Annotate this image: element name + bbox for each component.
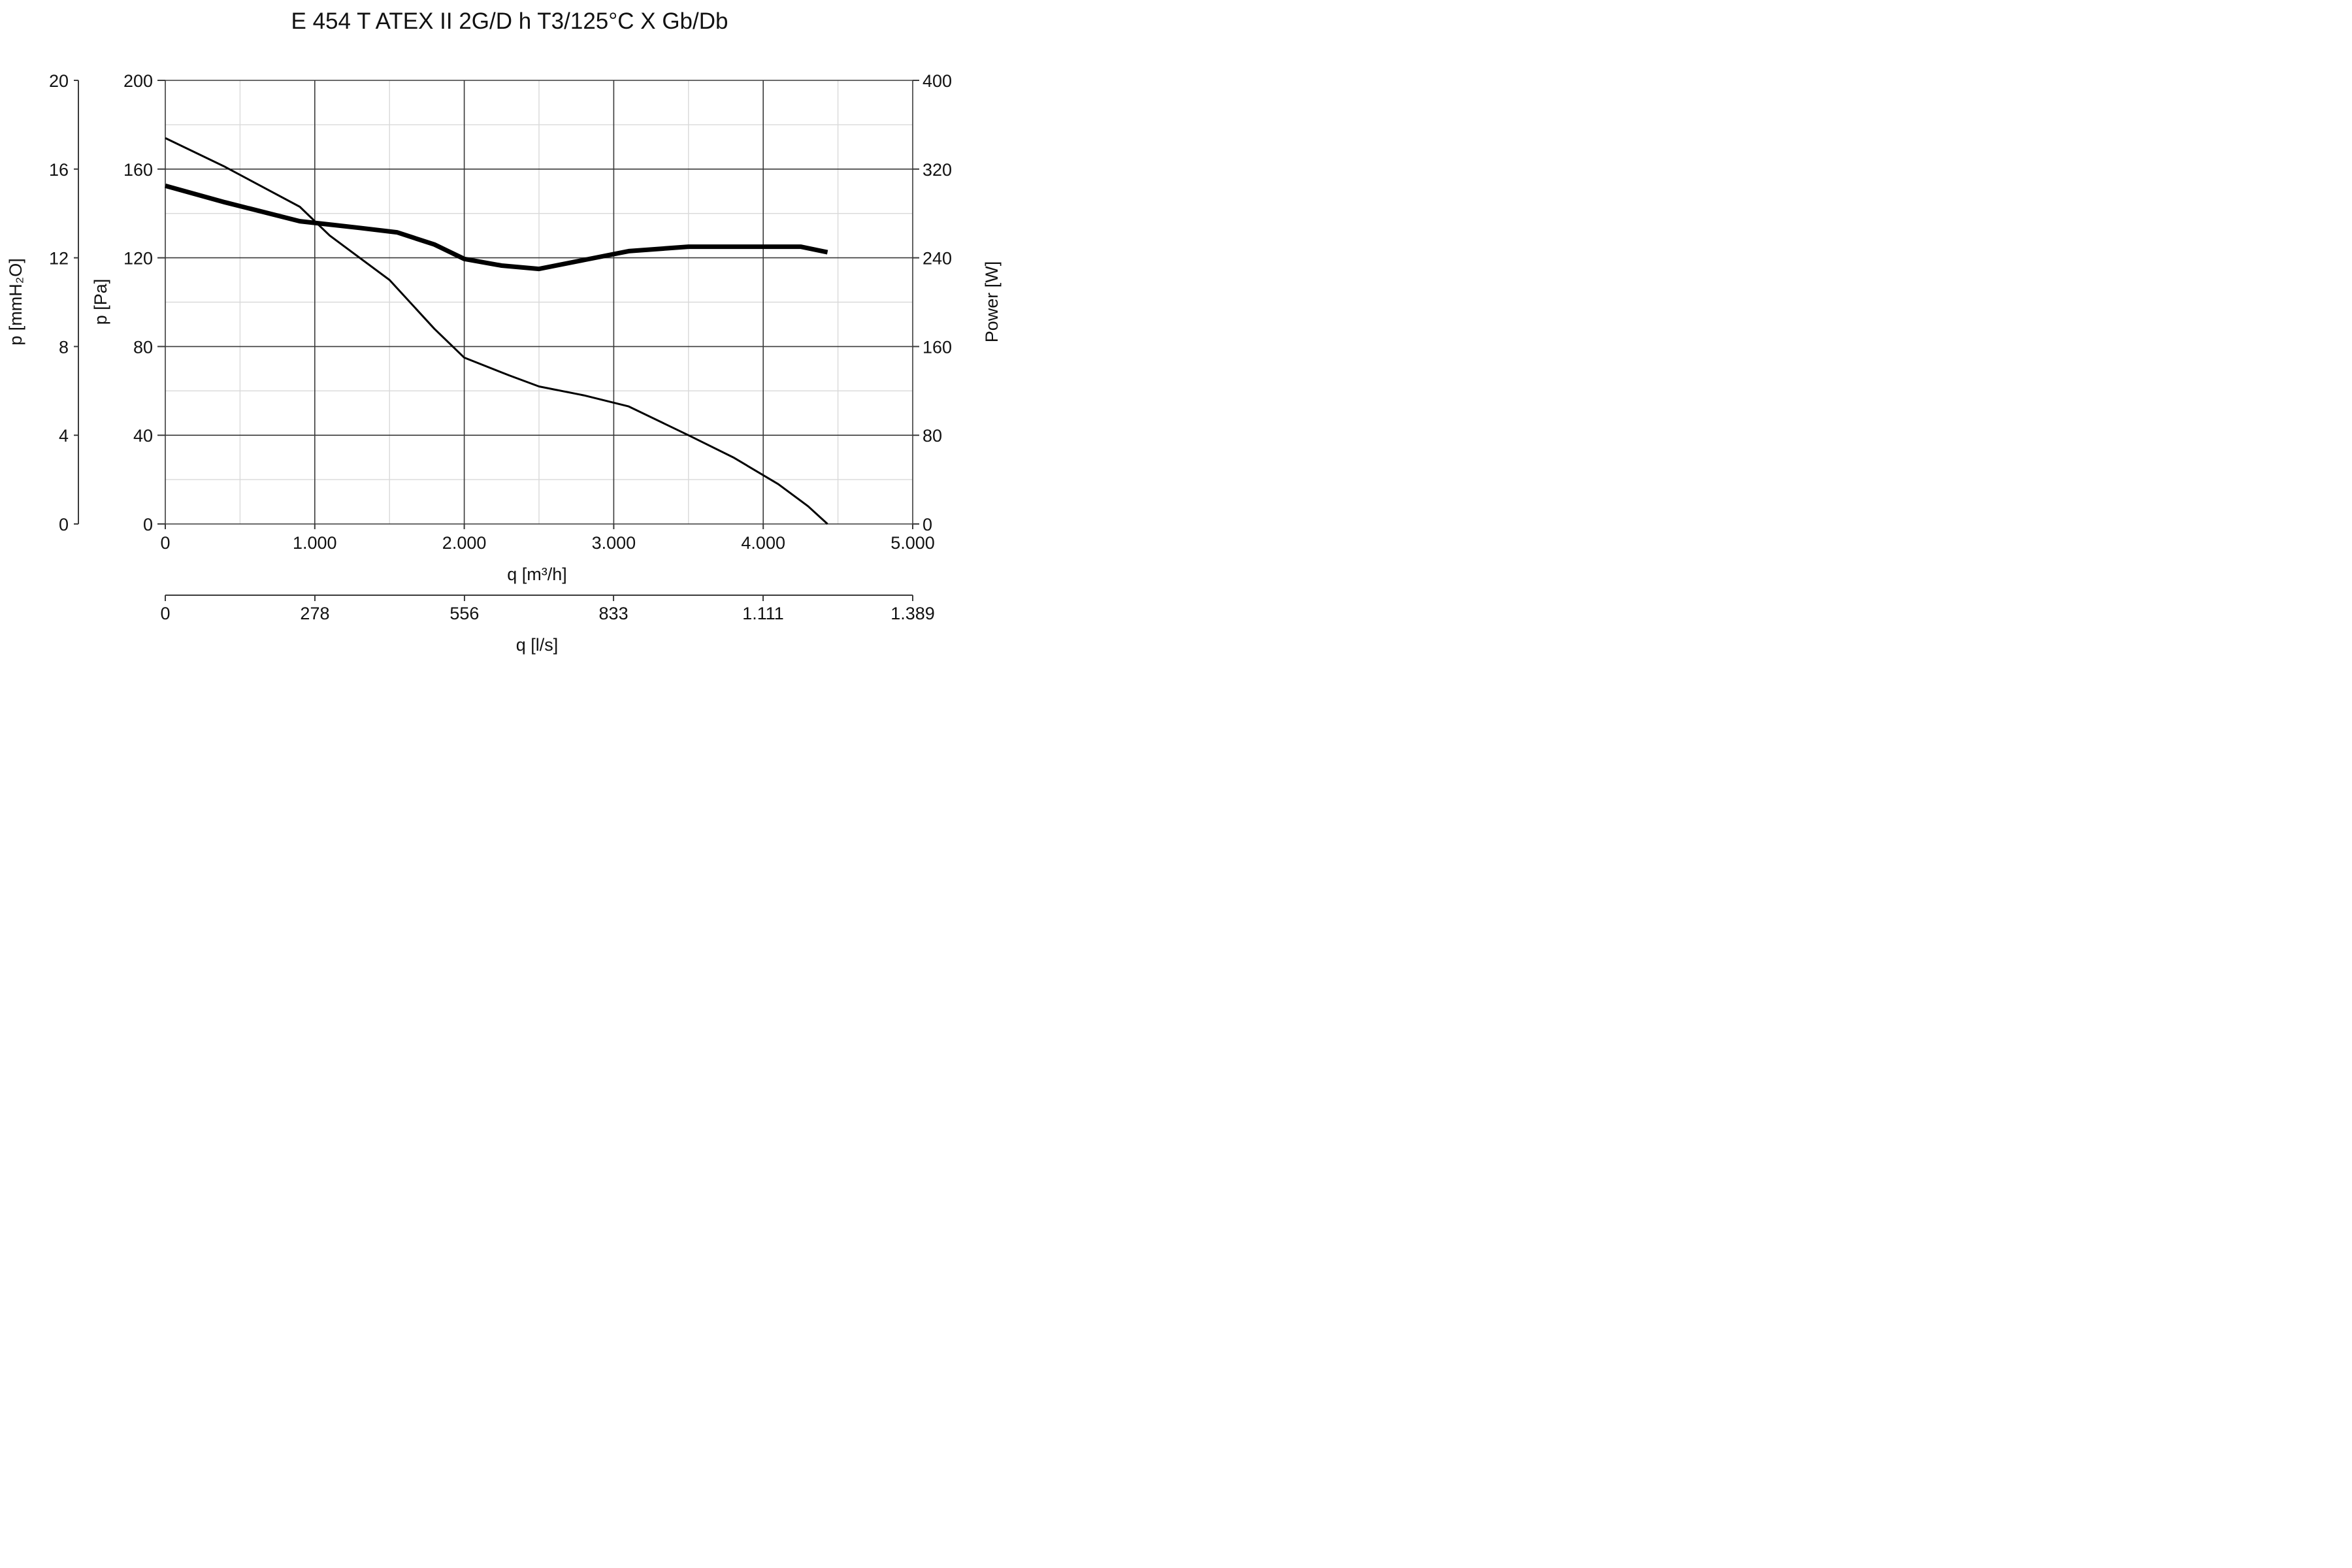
axes [74, 80, 919, 601]
y-right-axis-title: Power [W] [982, 261, 1002, 343]
y-left-tick-label: 160 [123, 160, 153, 180]
x-axis-title: q [m³/h] [507, 564, 567, 584]
x-tick-label: 3.000 [592, 533, 636, 553]
x-secondary-tick-label: 278 [300, 604, 329, 623]
y-outer-tick-label: 20 [49, 71, 69, 91]
y-outer-tick-label: 8 [59, 337, 69, 357]
y-left-tick-label: 120 [123, 249, 153, 269]
y-left-axis-title: p [Pa] [91, 279, 110, 325]
series-layer [165, 137, 828, 525]
x-secondary-tick-label: 0 [160, 604, 170, 623]
x-secondary-tick-label: 833 [599, 604, 629, 623]
y-left-tick-label: 40 [133, 426, 153, 446]
chart-title: E 454 T ATEX II 2G/D h T3/125°C X Gb/Db [291, 8, 728, 34]
x-secondary-tick-label: 1.389 [890, 604, 935, 623]
x-secondary-tick-label: 556 [449, 604, 479, 623]
y-outer-tick-label: 0 [59, 515, 69, 534]
x-secondary-axis-title: q [l/s] [516, 635, 559, 655]
pressure-curve-line [165, 137, 828, 525]
y-outer-tick-label: 12 [49, 249, 69, 269]
y-right-tick-label: 0 [923, 515, 932, 534]
y-right-tick-label: 240 [923, 249, 952, 269]
x-secondary-tick-label: 1.111 [742, 604, 784, 623]
major-gridlines [165, 80, 913, 525]
y-outer-axis-title: p [mmH₂O] [6, 258, 25, 345]
x-tick-label: 4.000 [741, 533, 785, 553]
y-right-tick-label: 80 [923, 426, 942, 446]
y-left-tick-label: 200 [123, 71, 153, 91]
fan-performance-chart: E 454 T ATEX II 2G/D h T3/125°C X Gb/Db … [0, 0, 1024, 683]
y-right-tick-label: 320 [923, 160, 952, 180]
chart-canvas: E 454 T ATEX II 2G/D h T3/125°C X Gb/Db … [6, 8, 1002, 655]
y-left-tick-label: 0 [143, 515, 153, 534]
x-tick-label: 1.000 [293, 533, 337, 553]
minor-gridlines [165, 80, 913, 524]
y-outer-tick-label: 4 [59, 426, 69, 446]
y-right-tick-label: 400 [923, 71, 952, 91]
x-tick-label: 2.000 [442, 533, 487, 553]
y-outer-tick-label: 16 [49, 160, 69, 180]
x-tick-label: 0 [160, 533, 170, 553]
x-tick-label: 5.000 [890, 533, 935, 553]
y-right-tick-label: 160 [923, 337, 952, 357]
power-curve-line [165, 183, 828, 272]
y-left-tick-label: 80 [133, 337, 153, 357]
